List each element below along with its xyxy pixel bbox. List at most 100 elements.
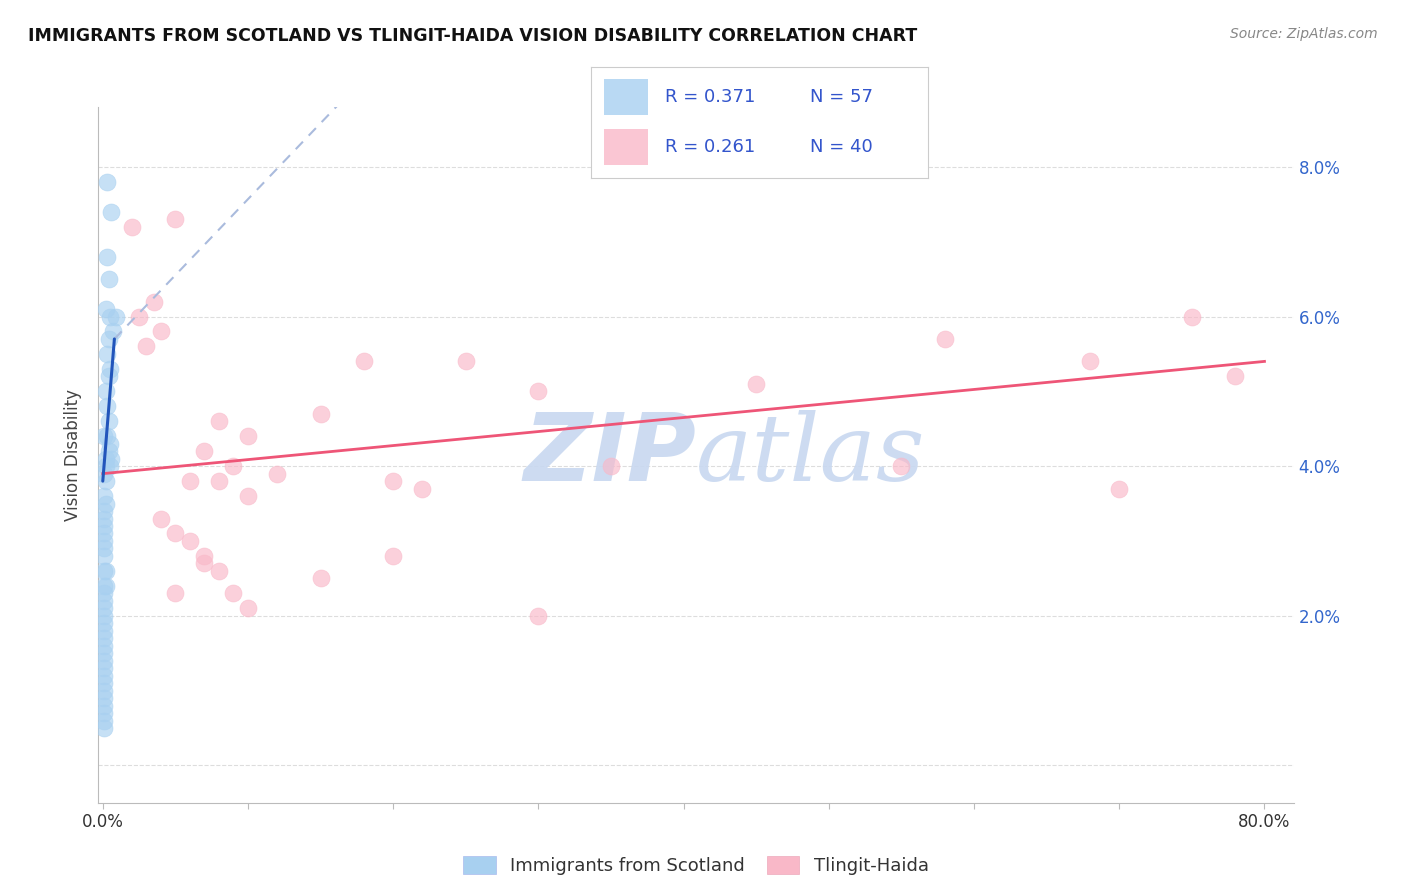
Point — [93, 646, 115, 660]
Point — [600, 459, 623, 474]
Point — [527, 384, 550, 399]
Point — [208, 474, 231, 488]
Point — [93, 698, 115, 713]
Point — [1181, 310, 1204, 324]
Point — [266, 467, 288, 481]
Point — [93, 489, 115, 503]
Point — [208, 414, 231, 428]
Point — [96, 399, 118, 413]
Point — [222, 586, 245, 600]
Point — [93, 601, 115, 615]
Point — [382, 549, 405, 563]
Point — [309, 571, 332, 585]
Point — [93, 526, 115, 541]
Point — [93, 639, 115, 653]
Point — [1225, 369, 1247, 384]
Point — [97, 332, 120, 346]
Point — [94, 497, 117, 511]
Point — [96, 175, 118, 189]
Point — [94, 474, 117, 488]
Text: R = 0.261: R = 0.261 — [665, 138, 755, 156]
Point — [98, 310, 121, 324]
Point — [193, 549, 215, 563]
Point — [96, 429, 118, 443]
Point — [97, 369, 120, 384]
Point — [236, 429, 259, 443]
Point — [890, 459, 912, 474]
Point — [208, 564, 231, 578]
Point — [142, 294, 165, 309]
Point — [100, 451, 122, 466]
Point — [93, 668, 115, 682]
Y-axis label: Vision Disability: Vision Disability — [65, 389, 83, 521]
Point — [222, 459, 245, 474]
Point — [98, 436, 121, 450]
Point — [745, 376, 768, 391]
Point — [97, 414, 120, 428]
Point — [93, 714, 115, 728]
Point — [101, 325, 124, 339]
Point — [93, 721, 115, 735]
Point — [94, 579, 117, 593]
Point — [94, 451, 117, 466]
Text: N = 57: N = 57 — [810, 88, 873, 106]
Point — [934, 332, 956, 346]
Point — [93, 608, 115, 623]
Point — [93, 616, 115, 631]
Point — [97, 272, 120, 286]
Point — [193, 557, 215, 571]
Point — [382, 474, 405, 488]
Point — [93, 467, 115, 481]
Point — [93, 661, 115, 675]
Text: IMMIGRANTS FROM SCOTLAND VS TLINGIT-HAIDA VISION DISABILITY CORRELATION CHART: IMMIGRANTS FROM SCOTLAND VS TLINGIT-HAID… — [28, 27, 917, 45]
Point — [165, 526, 187, 541]
Point — [94, 301, 117, 316]
Point — [193, 444, 215, 458]
Point — [135, 339, 157, 353]
Point — [236, 601, 259, 615]
Text: N = 40: N = 40 — [810, 138, 873, 156]
Point — [527, 608, 550, 623]
FancyBboxPatch shape — [605, 129, 648, 165]
Text: ZIP: ZIP — [523, 409, 696, 501]
Text: R = 0.371: R = 0.371 — [665, 88, 755, 106]
Point — [93, 429, 115, 443]
Point — [93, 564, 115, 578]
Point — [1108, 482, 1130, 496]
Point — [93, 706, 115, 720]
Point — [93, 691, 115, 706]
Point — [149, 325, 172, 339]
Point — [309, 407, 332, 421]
Point — [93, 541, 115, 556]
Point — [353, 354, 375, 368]
Point — [94, 459, 117, 474]
Point — [93, 519, 115, 533]
Point — [94, 564, 117, 578]
Point — [98, 362, 121, 376]
Point — [128, 310, 150, 324]
Point — [93, 676, 115, 690]
Point — [411, 482, 433, 496]
Point — [96, 347, 118, 361]
Point — [1078, 354, 1101, 368]
Point — [236, 489, 259, 503]
Point — [93, 579, 115, 593]
Point — [454, 354, 477, 368]
Point — [93, 624, 115, 638]
FancyBboxPatch shape — [605, 79, 648, 115]
Point — [100, 204, 122, 219]
Point — [121, 219, 143, 234]
Point — [179, 474, 201, 488]
Point — [165, 586, 187, 600]
Point — [179, 533, 201, 548]
Point — [93, 533, 115, 548]
Point — [96, 250, 118, 264]
Point — [165, 212, 187, 227]
Point — [104, 310, 127, 324]
Point — [93, 654, 115, 668]
Legend: Immigrants from Scotland, Tlingit-Haida: Immigrants from Scotland, Tlingit-Haida — [454, 847, 938, 884]
Point — [149, 511, 172, 525]
Point — [97, 444, 120, 458]
Point — [93, 504, 115, 518]
Point — [93, 549, 115, 563]
